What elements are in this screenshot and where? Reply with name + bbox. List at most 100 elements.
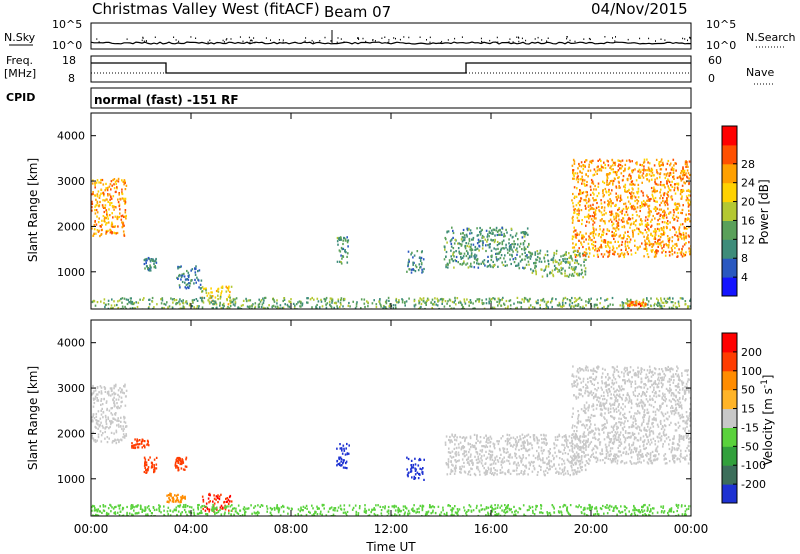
range-cell [520, 461, 523, 464]
range-cell [553, 251, 555, 255]
range-cell [663, 194, 665, 197]
range-cell [572, 412, 574, 415]
range-cell [95, 393, 98, 396]
range-cell [464, 247, 467, 250]
nsearch-point [408, 36, 410, 39]
range-cell [535, 261, 537, 264]
range-cell [581, 192, 584, 195]
range-cell [642, 191, 644, 194]
range-cell [489, 454, 492, 457]
range-cell [516, 466, 518, 469]
range-cell [605, 419, 608, 422]
range-cell [651, 250, 653, 253]
range-cell [639, 231, 642, 234]
range-cell [446, 241, 448, 244]
range-cell [481, 459, 483, 462]
cpid-mode: normal (fast) -151 RF [94, 93, 239, 107]
range-cell [572, 219, 574, 222]
range-cell [583, 307, 585, 309]
range-cell [494, 238, 496, 241]
range-cell [524, 435, 526, 439]
range-cell [100, 440, 103, 443]
range-cell [684, 182, 686, 185]
range-cell [600, 164, 603, 167]
range-cell [338, 462, 341, 465]
range-cell [375, 305, 378, 309]
range-cell [660, 163, 663, 166]
range-cell [645, 429, 648, 432]
range-cell [659, 214, 661, 217]
range-cell [282, 299, 284, 303]
range-cell [476, 247, 479, 250]
range-cell [146, 443, 148, 446]
range-cell [124, 211, 127, 214]
range-cell [666, 162, 669, 165]
range-cell [543, 256, 545, 259]
range-cell [143, 464, 146, 467]
range-cell [135, 443, 137, 446]
range-cell [680, 253, 683, 256]
range-cell [535, 300, 538, 303]
range-cell [648, 239, 650, 242]
range-cell [648, 229, 650, 232]
range-cell [221, 290, 223, 293]
range-cell [642, 298, 645, 301]
range-cell [622, 306, 625, 309]
range-cell [554, 438, 557, 441]
range-cell [660, 158, 663, 161]
range-cell [97, 221, 100, 224]
range-cell [453, 307, 455, 309]
range-cell [567, 472, 569, 475]
range-cell [510, 436, 512, 439]
range-cell [127, 298, 129, 301]
range-cell [336, 236, 339, 240]
range-cell [592, 197, 594, 200]
range-cell [356, 301, 358, 304]
range-cell [547, 300, 549, 303]
range-cell [178, 284, 181, 287]
noise-tick-right-bottom: 10^0 [706, 39, 736, 52]
range-cell [571, 469, 573, 472]
range-cell [271, 305, 274, 308]
range-cell [641, 168, 644, 171]
range-cell [636, 206, 639, 209]
range-cell [313, 298, 315, 301]
range-cell [662, 192, 665, 195]
range-cell [549, 465, 551, 468]
range-cell [633, 415, 635, 418]
range-cell [617, 165, 620, 168]
range-cell [138, 439, 141, 442]
range-cell [102, 205, 104, 208]
range-cell [468, 448, 471, 451]
range-cell [613, 376, 615, 379]
range-cell [575, 243, 577, 246]
range-cell [94, 186, 96, 189]
range-cell [668, 296, 671, 299]
nsearch-point [497, 41, 499, 43]
range-cell [565, 260, 568, 263]
range-cell [593, 173, 596, 176]
range-cell [532, 306, 534, 309]
range-cell [660, 299, 663, 302]
range-cell [115, 182, 117, 186]
data-region-9 [571, 365, 691, 465]
range-cell [438, 307, 440, 309]
range-cell [582, 245, 584, 249]
range-cell [654, 368, 657, 371]
range-cell [112, 178, 114, 182]
range-cell [120, 396, 123, 399]
range-cell [578, 446, 581, 449]
range-cell [616, 365, 618, 368]
nsearch-point [546, 40, 548, 42]
range-cell [444, 300, 447, 303]
nsearch-point [461, 36, 463, 38]
range-cell [569, 441, 571, 445]
range-cell [604, 187, 607, 191]
range-cell [631, 187, 634, 190]
range-cell [91, 434, 93, 437]
range-cell [111, 184, 113, 187]
range-cell [147, 268, 150, 272]
range-cell [581, 234, 583, 237]
range-cell [633, 205, 636, 209]
range-cell [491, 254, 493, 257]
